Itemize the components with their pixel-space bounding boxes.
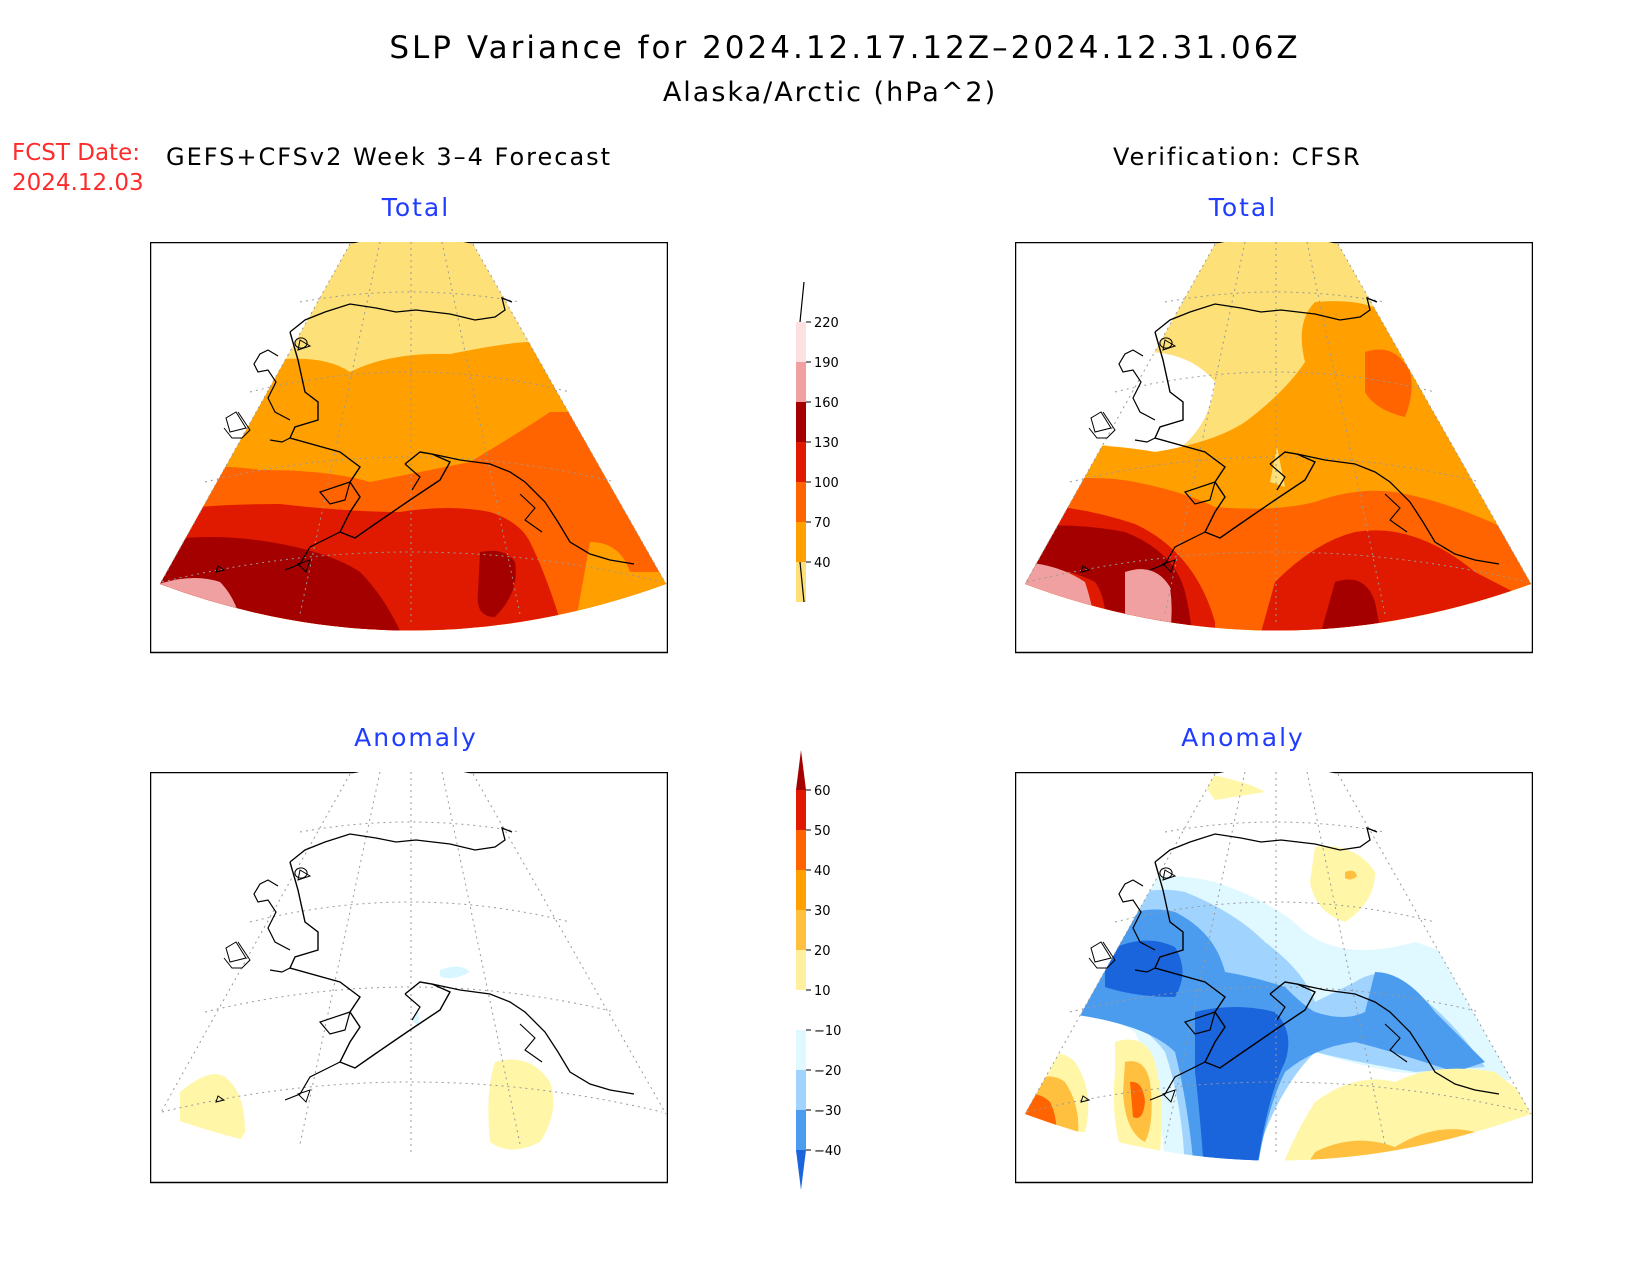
map-anomaly-forecast [150,772,668,1184]
colorbar-anomaly-segment [796,1030,806,1070]
colorbar-anomaly-segment [796,750,806,790]
map-total-forecast [150,242,668,654]
colorbar-total-segment [796,322,806,362]
colorbar-total-label: 100 [814,476,839,491]
colorbar-anomaly-label: −20 [814,1064,841,1079]
panel-title-anomaly-forecast: Anomaly [354,723,478,752]
colorbar-total-label: 130 [814,436,839,451]
colorbar-total-label: 70 [814,516,831,531]
colorbar-anomaly-label: 30 [814,904,831,919]
colorbar-anomaly-label: 50 [814,824,831,839]
colorbar-anomaly-segment [796,990,806,1030]
colorbar-total-label: 220 [814,316,839,331]
panel-title-total-forecast: Total [381,193,451,222]
map-total-verification [1015,242,1533,654]
chart-title: SLP Variance for 2024.12.17.12Z–2024.12.… [389,30,1301,66]
colorbar-anomaly-segment [796,830,806,870]
forecast-column-title: GEFS+CFSv2 Week 3–4 Forecast [166,143,613,171]
colorbar-anomaly-label: −10 [814,1024,841,1039]
map-anomaly-verification [1015,772,1533,1184]
colorbar-anomaly-segment [796,790,806,830]
colorbar-anomaly-segment [796,910,806,950]
colorbar-anomaly-segment [796,1070,806,1110]
colorbar-total: 220 190 160 130 100 70 40 [796,282,839,603]
chart-subtitle: Alaska/Arctic (hPa^2) [662,77,998,108]
colorbar-total-label: 160 [814,396,839,411]
colorbar-anomaly: 60 50 40 30 20 10 −10 −20 −30 −40 [796,750,841,1190]
colorbar-anomaly-label: −30 [814,1104,841,1119]
colorbar-total-label: 190 [814,356,839,371]
colorbar-total-label: 40 [814,556,831,571]
fcst-date-label: FCST Date: [12,140,140,166]
colorbar-anomaly-label: 10 [814,984,831,999]
colorbar-total-segment [796,402,806,442]
colorbar-anomaly-segment [796,950,806,990]
colorbar-anomaly-segment [796,1110,806,1150]
colorbar-total-segment [796,362,806,402]
colorbar-anomaly-segment [796,1150,806,1190]
panel-title-total-verification: Total [1208,193,1278,222]
colorbar-anomaly-label: 60 [814,784,831,799]
colorbar-anomaly-label: 20 [814,944,831,959]
colorbar-total-segment [796,562,806,602]
fcst-date-block: FCST Date: 2024.12.03 [12,138,144,198]
verification-column-title: Verification: CFSR [1113,143,1362,171]
fcst-date-value: 2024.12.03 [12,170,144,196]
colorbar-total-segment [796,522,806,562]
colorbar-total-segment [796,442,806,482]
panel-title-anomaly-verification: Anomaly [1181,723,1305,752]
colorbar-anomaly-label: −40 [814,1144,841,1159]
colorbar-anomaly-segment [796,870,806,910]
colorbar-total-segment [796,482,806,522]
colorbar-anomaly-label: 40 [814,864,831,879]
